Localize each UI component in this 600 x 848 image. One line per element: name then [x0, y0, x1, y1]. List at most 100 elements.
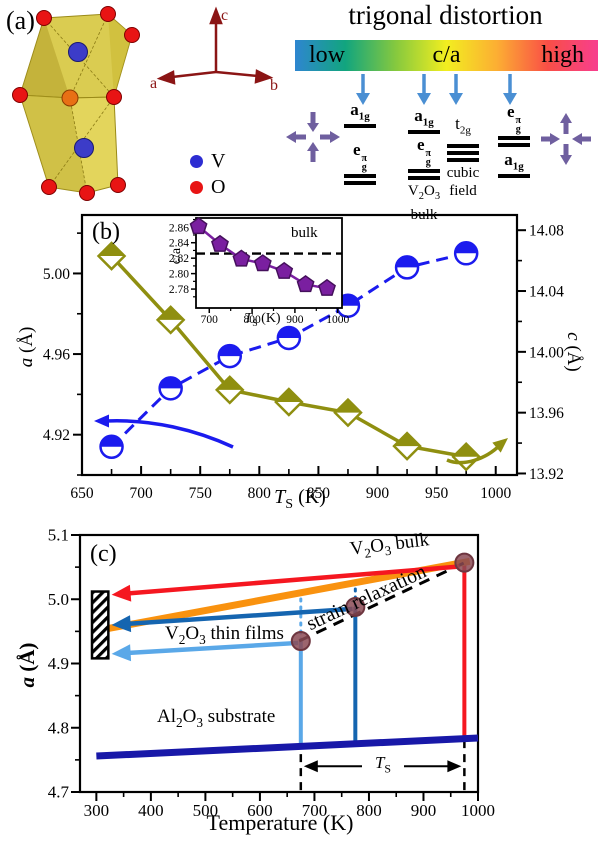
energy-level [447, 151, 479, 156]
svg-text:4.9: 4.9 [48, 654, 69, 673]
svg-text:600: 600 [247, 801, 273, 820]
trigonal-distortion-title: trigonal distortion [348, 0, 543, 30]
svg-text:500: 500 [193, 801, 219, 820]
down-arrow-icon [417, 74, 431, 105]
svg-text:900: 900 [286, 314, 304, 326]
svg-text:5.00: 5.00 [43, 266, 70, 283]
svg-text:1000: 1000 [326, 314, 349, 326]
gradient-center-label: c/a [432, 41, 461, 68]
bulk-caption: bulk [410, 206, 438, 223]
ts-annotation: TS [362, 753, 404, 777]
svg-text:950: 950 [425, 485, 449, 502]
expand-c-compress-ab-icon [541, 113, 591, 165]
level-diagram-cubic-field: t2g cubic field [441, 114, 485, 200]
svg-text:13.92: 13.92 [529, 466, 564, 483]
energy-level [498, 136, 530, 140]
v2o3-thin-films-annotation: V2O3 thin films [165, 623, 284, 647]
svg-text:300: 300 [84, 801, 110, 820]
energy-level [344, 181, 376, 186]
crystal-axes: c a b [150, 6, 278, 94]
svg-text:800: 800 [243, 314, 261, 326]
panel-c-ylabel: a (Å) [14, 642, 39, 688]
svg-text:750: 750 [189, 485, 213, 502]
field-caption: field [449, 182, 477, 199]
svg-text:2.84: 2.84 [169, 238, 189, 250]
svg-text:900: 900 [366, 485, 390, 502]
ca-gradient-bar: low c/a high [295, 40, 598, 71]
panel-a-tag: (a) [6, 6, 35, 35]
down-arrow-icon [449, 74, 463, 105]
svg-text:5.1: 5.1 [48, 526, 69, 545]
a1g-label: a1g [350, 100, 370, 123]
energy-level [408, 130, 440, 135]
legend-item-o: O [190, 176, 225, 199]
a-axis-label: a [150, 75, 157, 92]
inset-ylabel: c/a [168, 247, 184, 265]
panel-b-ylabel-left: a (Å) [16, 326, 38, 368]
svg-text:14.08: 14.08 [529, 223, 564, 240]
c-axis-arrow-icon [209, 6, 223, 25]
svg-text:400: 400 [138, 801, 164, 820]
vanadium-atoms [61, 42, 94, 158]
legend-label-o: O [211, 176, 226, 198]
svg-text:14.00: 14.00 [529, 344, 564, 361]
energy-level [408, 176, 440, 181]
energy-level [344, 124, 376, 129]
svg-text:700: 700 [129, 485, 153, 502]
panel-c-xlabel: Temperature (K) [206, 810, 354, 835]
oxygen-dot-icon [190, 181, 203, 194]
energy-level [447, 144, 479, 149]
svg-text:700: 700 [201, 314, 219, 326]
panel-b-xlabel: TS (K) [274, 486, 326, 512]
svg-text:2.82: 2.82 [169, 253, 189, 265]
a1g-label: a1g [414, 106, 434, 129]
compress-c-expand-ab-icon [286, 112, 340, 162]
energy-level [408, 169, 440, 174]
inset-bulk-label: bulk [291, 225, 318, 241]
svg-text:4.96: 4.96 [43, 347, 70, 364]
svg-text:650: 650 [70, 485, 94, 502]
energy-level [498, 143, 530, 147]
energy-level [447, 158, 479, 163]
panel-b-tag: (b) [92, 219, 120, 245]
svg-text:4.92: 4.92 [43, 427, 70, 444]
legend-item-v: V [190, 150, 225, 173]
svg-text:14.04: 14.04 [529, 284, 564, 301]
down-arrow-icon [356, 74, 370, 105]
a1g-label: a1g [504, 150, 524, 173]
svg-text:800: 800 [248, 485, 272, 502]
energy-level [344, 174, 376, 179]
svg-text:2.86: 2.86 [169, 222, 189, 234]
vanadium-dot-icon [190, 155, 203, 168]
atom-legend: V O [190, 150, 225, 202]
gradient-low-label: low [309, 41, 345, 68]
svg-text:1000: 1000 [461, 801, 495, 820]
oxygen-atoms [12, 6, 140, 201]
crystal-structure [12, 6, 140, 201]
svg-text:4.7: 4.7 [48, 783, 70, 802]
svg-text:5.0: 5.0 [48, 590, 69, 609]
cubic-caption: cubic [446, 165, 480, 182]
inset-xlabel: TS (K) [244, 311, 281, 329]
v2o3-bulk-caption: V2O3 [407, 183, 441, 203]
t2g-label: t2g [455, 114, 471, 137]
svg-text:850: 850 [307, 485, 331, 502]
svg-text:2.80: 2.80 [169, 269, 189, 281]
b-axis-label: b [270, 77, 278, 94]
svg-text:700: 700 [302, 801, 328, 820]
svg-text:13.96: 13.96 [529, 405, 564, 422]
panel-b-ylabel-right: c (Å) [562, 332, 584, 372]
a-axis-arrow-icon [156, 70, 176, 85]
al2o3-substrate-annotation: Al2O3 substrate [157, 706, 276, 730]
svg-text:800: 800 [356, 801, 382, 820]
energy-level [498, 174, 530, 179]
down-arrow-icon [503, 74, 517, 105]
